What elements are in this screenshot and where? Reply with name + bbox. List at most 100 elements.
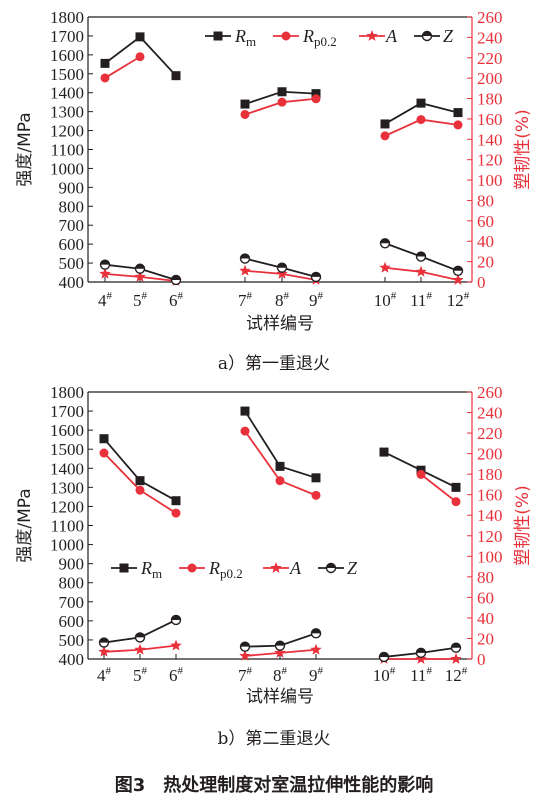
right-tick-label: 200: [477, 69, 503, 88]
right-tick-label: 120: [477, 527, 503, 546]
legend-marker: [281, 31, 291, 41]
legend-marker-fill: [422, 31, 432, 36]
right-tick-label: 220: [477, 424, 503, 443]
legend-label: Z: [443, 26, 454, 46]
left-tick-label: 1300: [50, 103, 84, 122]
data-point: [416, 115, 426, 125]
data-point-fill: [171, 615, 181, 620]
data-point-fill: [171, 275, 181, 280]
left-tick-label: 1800: [50, 383, 84, 402]
data-point: [310, 271, 322, 283]
data-point-fill: [453, 266, 463, 271]
right-tick-label: 200: [477, 445, 503, 464]
left-tick-label: 400: [59, 650, 85, 669]
figure-caption: 图3 热处理制度对室温拉伸性能的影响: [115, 774, 434, 796]
data-point-fill: [380, 238, 390, 244]
data-point: [239, 264, 251, 276]
data-point: [239, 649, 251, 661]
legend-label: Rm: [140, 558, 162, 581]
data-point-fill: [275, 641, 285, 646]
data-point: [275, 461, 285, 471]
data-point: [380, 131, 390, 141]
data-point: [98, 637, 110, 648]
data-point: [416, 469, 426, 479]
data-point: [380, 119, 390, 129]
data-point: [415, 265, 427, 277]
x-tick-label: 11#: [410, 290, 432, 310]
data-point: [135, 485, 145, 495]
left-tick-label: 1300: [50, 478, 84, 497]
series-Z: [99, 238, 464, 286]
legend-label: Rm: [234, 26, 256, 49]
data-point: [239, 253, 251, 264]
x-tick-label: 5#: [133, 665, 148, 685]
data-point: [239, 641, 251, 652]
data-point: [311, 94, 321, 104]
data-point: [415, 251, 427, 262]
right-tick-label: 0: [477, 650, 486, 669]
legend: Rm Rp0.2 A Z: [111, 558, 358, 581]
data-point: [171, 508, 181, 518]
left-tick-label: 1500: [50, 65, 84, 84]
right-tick-label: 20: [477, 253, 494, 272]
data-point: [240, 99, 250, 109]
left-axis-title: 强度/MPa: [15, 112, 35, 186]
data-point: [277, 97, 287, 107]
left-tick-label: 900: [59, 555, 85, 574]
right-tick-label: 40: [477, 609, 494, 628]
right-tick-label: 220: [477, 49, 503, 68]
x-tick-label: 10#: [374, 290, 397, 310]
right-tick-label: 100: [477, 171, 503, 190]
left-tick-label: 800: [59, 574, 85, 593]
x-tick-label: 7#: [238, 290, 253, 310]
right-axis-title: 塑韧性(%): [513, 109, 533, 189]
data-point-fill: [311, 272, 321, 277]
data-point: [274, 640, 286, 651]
series-Rm: [99, 406, 461, 506]
data-point: [100, 73, 110, 83]
legend-marker: [213, 31, 223, 41]
left-tick-label: 700: [59, 593, 85, 612]
data-point: [311, 89, 321, 99]
series-Z: [98, 614, 462, 663]
x-tick-label: 9#: [309, 665, 324, 685]
left-tick-label: 1600: [50, 46, 84, 65]
left-tick-label: 1500: [50, 440, 84, 459]
data-point: [98, 645, 110, 657]
left-tick-label: 1000: [50, 159, 84, 178]
data-point: [378, 651, 390, 663]
data-point-fill: [311, 628, 321, 634]
data-point: [379, 447, 389, 457]
right-tick-label: 80: [477, 568, 494, 587]
x-tick-label: 7#: [238, 665, 253, 685]
series-line: [420, 473, 457, 503]
left-tick-label: 600: [59, 235, 85, 254]
data-point: [170, 614, 182, 626]
data-point: [171, 71, 181, 81]
right-tick-label: 0: [477, 273, 486, 292]
data-point: [170, 274, 182, 286]
data-point: [379, 261, 391, 273]
data-point: [311, 490, 321, 500]
data-point: [452, 265, 464, 276]
legend-marker: [187, 563, 197, 573]
data-point: [99, 259, 111, 270]
left-tick-label: 1000: [50, 536, 84, 555]
data-point: [277, 87, 287, 97]
x-tick-label: 10#: [373, 665, 396, 685]
left-tick-label: 600: [59, 612, 85, 631]
data-point: [240, 426, 250, 436]
data-point: [135, 52, 145, 62]
right-tick-label: 80: [477, 191, 494, 210]
data-point-fill: [416, 252, 426, 257]
data-point: [99, 448, 109, 458]
right-tick-label: 240: [477, 28, 503, 47]
left-tick-label: 400: [59, 273, 85, 292]
data-point: [134, 643, 146, 655]
left-tick-label: 800: [59, 197, 85, 216]
series-Rp0.2: [100, 52, 463, 141]
data-point: [415, 653, 427, 664]
data-point: [450, 642, 462, 653]
right-tick-label: 240: [477, 404, 503, 423]
series-line: [104, 55, 141, 79]
